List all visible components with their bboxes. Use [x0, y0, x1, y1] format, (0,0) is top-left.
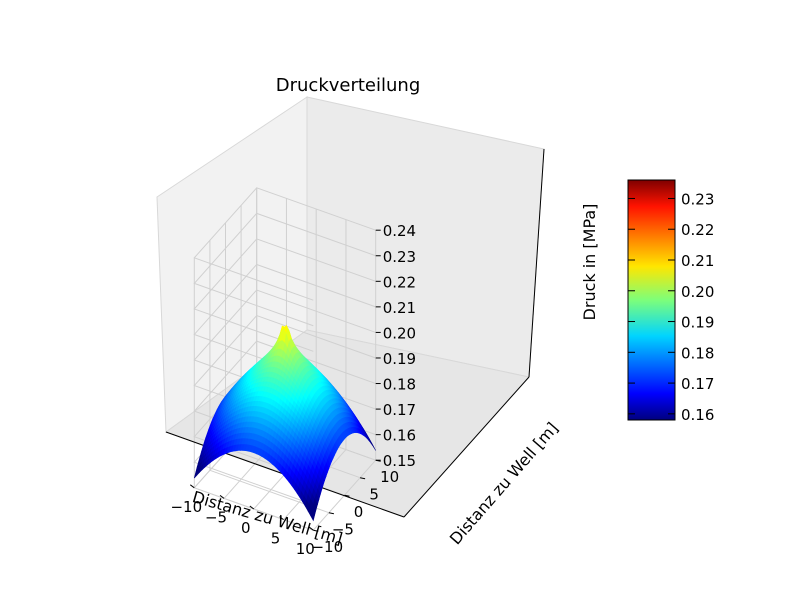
x-tick-mark [219, 494, 225, 499]
colorbar-tick-label: 0.22 [681, 221, 714, 239]
z-tick-label: 0.16 [383, 427, 416, 445]
y-tick-label: 0 [354, 503, 364, 521]
x-tick-mark [308, 526, 314, 531]
z-tick-label: 0.22 [383, 273, 416, 291]
z-tick-label: 0.15 [383, 452, 416, 470]
z-tick-label: 0.17 [383, 401, 416, 419]
y-tick-mark [313, 529, 319, 532]
z-tick-label: 0.19 [383, 350, 416, 368]
colorbar-ticks: 0.23 0.22 0.21 0.20 0.19 0.18 0.17 0.16 [628, 190, 714, 424]
back-pane [306, 96, 545, 378]
y-tick-label: 5 [369, 486, 379, 504]
y-tick-mark [344, 494, 350, 497]
colorbar: 0.23 0.22 0.21 0.20 0.19 0.18 0.17 0.16 [627, 179, 714, 424]
y-tick-label: 10 [380, 468, 399, 486]
chart-title: Druckverteilung [276, 75, 421, 96]
colorbar-tick-label: 0.23 [681, 190, 714, 208]
colorbar-tick-label: 0.19 [681, 314, 714, 332]
colorbar-tick-label: 0.20 [681, 283, 714, 301]
grid-line [193, 238, 376, 352]
z-tick-label: 0.24 [383, 222, 416, 240]
colorbar-tick-label: 0.21 [681, 252, 714, 270]
colorbar-tick-label: 0.17 [681, 375, 714, 393]
surface-patch [310, 509, 316, 522]
x-tick-mark [190, 484, 195, 489]
z-tick-label: 0.23 [383, 248, 416, 266]
x-tick-label: −5 [205, 508, 227, 526]
x-tick-label: −10 [170, 498, 202, 516]
x-tick-label: 10 [296, 540, 315, 558]
z-tick-label: 0.21 [383, 299, 416, 317]
axes-3d [156, 96, 545, 531]
y-tick-label: −5 [332, 521, 354, 539]
grid-line [193, 187, 376, 301]
pressure-surface [194, 324, 376, 522]
z-axis-label: Druck in [MPa] [580, 204, 599, 321]
colorbar-tick-label: 0.16 [681, 406, 714, 424]
x-axis-ticks: −10−5 0 5 10 [170, 484, 315, 558]
y-tick-mark [328, 512, 334, 515]
x-tick-label: 5 [271, 530, 281, 548]
z-tick-label: 0.18 [383, 376, 416, 394]
colorbar-gradient [627, 179, 676, 421]
grid-line [193, 212, 376, 327]
x-tick-label: 0 [241, 519, 251, 537]
colorbar-tick-label: 0.18 [681, 344, 714, 362]
x-tick-mark [249, 505, 255, 510]
y-tick-label: −10 [311, 538, 343, 556]
z-tick-label: 0.20 [383, 324, 416, 342]
grid-line [193, 263, 376, 378]
z-axis-ticks: 0.15 0.16 0.17 0.18 0.19 0.20 0.21 0.22 0.23 0.24 [375, 222, 416, 470]
x-tick-mark [279, 516, 284, 520]
y-tick-mark [360, 477, 366, 480]
